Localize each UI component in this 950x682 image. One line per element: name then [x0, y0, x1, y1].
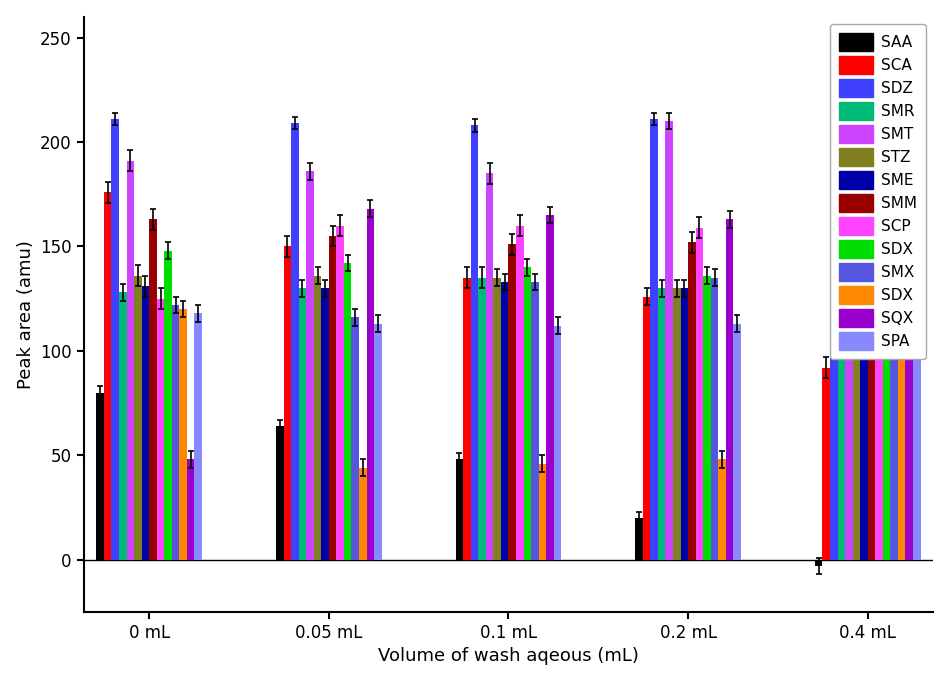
- Bar: [651, 119, 658, 560]
- Bar: [718, 460, 726, 560]
- Bar: [344, 263, 352, 560]
- Bar: [913, 340, 921, 560]
- Bar: [485, 173, 493, 560]
- Bar: [546, 215, 554, 560]
- Bar: [838, 309, 846, 560]
- Bar: [830, 136, 838, 560]
- Bar: [883, 288, 890, 560]
- Bar: [531, 282, 539, 560]
- Bar: [478, 278, 485, 560]
- Bar: [329, 236, 336, 560]
- Bar: [815, 560, 823, 566]
- Bar: [658, 288, 666, 560]
- Bar: [636, 518, 643, 560]
- Bar: [298, 288, 306, 560]
- Bar: [875, 240, 883, 560]
- Bar: [157, 299, 164, 560]
- Bar: [367, 209, 374, 560]
- Bar: [726, 220, 733, 560]
- Bar: [554, 326, 561, 560]
- Bar: [471, 125, 478, 560]
- Bar: [321, 288, 329, 560]
- Bar: [276, 426, 284, 560]
- Bar: [523, 267, 531, 560]
- Legend: SAA, SCA, SDZ, SMR, SMT, STZ, SME, SMM, SCP, SDX, SMX, SDX, SQX, SPA: SAA, SCA, SDZ, SMR, SMT, STZ, SME, SMM, …: [830, 25, 925, 359]
- Bar: [501, 282, 508, 560]
- Bar: [195, 313, 202, 560]
- Bar: [860, 299, 867, 560]
- Bar: [149, 220, 157, 560]
- Bar: [898, 332, 905, 560]
- Bar: [291, 123, 298, 560]
- Bar: [539, 464, 546, 560]
- Bar: [284, 246, 291, 560]
- Bar: [104, 192, 111, 560]
- Bar: [905, 234, 913, 560]
- Bar: [111, 119, 119, 560]
- Bar: [695, 228, 703, 560]
- Bar: [374, 324, 382, 560]
- Bar: [187, 460, 195, 560]
- Y-axis label: Peak area (amu): Peak area (amu): [17, 240, 34, 389]
- Bar: [306, 171, 314, 560]
- Bar: [643, 297, 651, 560]
- Bar: [846, 181, 853, 560]
- Bar: [680, 288, 688, 560]
- Bar: [666, 121, 673, 560]
- Bar: [711, 278, 718, 560]
- Bar: [172, 305, 180, 560]
- Bar: [456, 460, 464, 560]
- Bar: [142, 286, 149, 560]
- Bar: [464, 278, 471, 560]
- Bar: [96, 393, 104, 560]
- Bar: [126, 161, 134, 560]
- Bar: [890, 286, 898, 560]
- Bar: [508, 244, 516, 560]
- Bar: [164, 250, 172, 560]
- Bar: [180, 309, 187, 560]
- Bar: [119, 293, 126, 560]
- X-axis label: Volume of wash aqeous (mL): Volume of wash aqeous (mL): [378, 647, 639, 666]
- Bar: [314, 276, 321, 560]
- Bar: [134, 276, 142, 560]
- Bar: [703, 276, 711, 560]
- Bar: [352, 317, 359, 560]
- Bar: [853, 297, 860, 560]
- Bar: [493, 278, 501, 560]
- Bar: [359, 468, 367, 560]
- Bar: [823, 368, 830, 560]
- Bar: [516, 226, 523, 560]
- Bar: [867, 242, 875, 560]
- Bar: [673, 288, 680, 560]
- Bar: [688, 242, 695, 560]
- Bar: [733, 324, 741, 560]
- Bar: [336, 226, 344, 560]
